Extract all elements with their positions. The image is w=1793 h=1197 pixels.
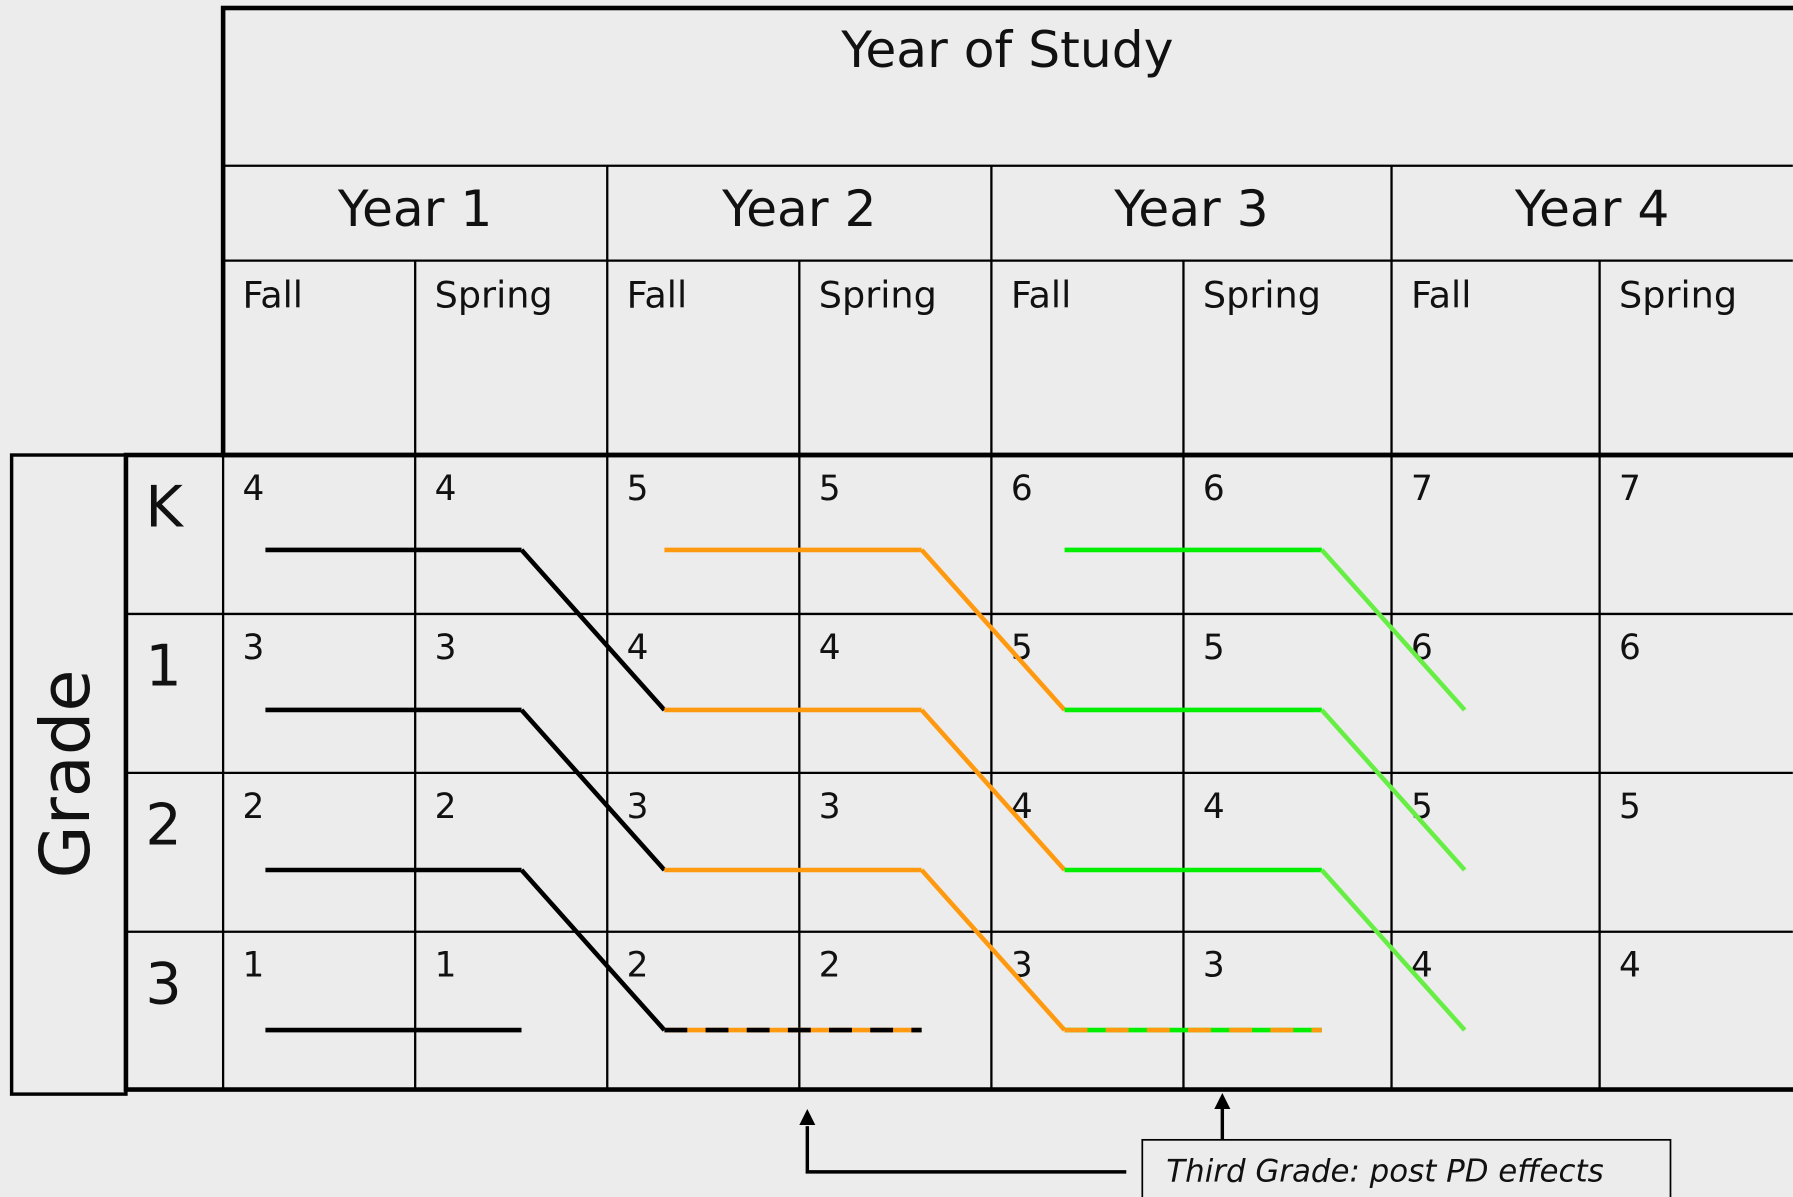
note-box <box>1141 1138 1672 1197</box>
cell-number: 5 <box>627 469 649 509</box>
year-header: Year 1 <box>337 179 492 238</box>
term-header: Spring <box>1619 274 1737 317</box>
cell-number: 4 <box>1619 946 1641 986</box>
term-header: Fall <box>1011 274 1071 317</box>
cell-number: 7 <box>1411 469 1433 509</box>
cell-number: 1 <box>243 946 265 986</box>
grade-label: 1 <box>145 634 181 700</box>
cell-number: 6 <box>1203 469 1225 509</box>
cell-number: 2 <box>435 787 457 827</box>
title: Year of Study <box>840 20 1173 79</box>
grade-label: K <box>145 475 184 541</box>
term-header: Spring <box>435 274 553 317</box>
table-frame <box>9 5 1793 1197</box>
cohort-line <box>919 708 1067 872</box>
cohort-line <box>919 868 1067 1032</box>
cell-number: 3 <box>435 628 457 668</box>
cell-number: 2 <box>243 787 265 827</box>
cell-number: 3 <box>1203 946 1225 986</box>
term-header: Spring <box>1203 274 1321 317</box>
cohort-line <box>519 708 667 872</box>
cell-number: 3 <box>243 628 265 668</box>
year-header: Year 2 <box>721 179 876 238</box>
cell-number: 7 <box>1619 469 1641 509</box>
cohort-line <box>519 868 667 1032</box>
cohort-line <box>519 548 667 712</box>
cell-number: 5 <box>1203 628 1225 668</box>
cohort-line <box>919 548 1067 712</box>
arrow-head <box>1214 1092 1231 1109</box>
cell-number: 4 <box>627 628 649 668</box>
cell-number: 4 <box>1203 787 1225 827</box>
cell-number: 3 <box>819 787 841 827</box>
row-header: Grade <box>26 669 106 878</box>
term-header: Fall <box>243 274 303 317</box>
cell-number: 5 <box>1619 787 1641 827</box>
arrow-head <box>799 1108 816 1125</box>
term-header: Fall <box>1411 274 1471 317</box>
term-header: Fall <box>627 274 687 317</box>
year-header: Year 3 <box>1113 179 1268 238</box>
cell-number: 1 <box>435 946 457 986</box>
cell-number: 4 <box>819 628 841 668</box>
cell-number: 4 <box>243 469 265 509</box>
cohort-line <box>1320 708 1467 872</box>
arrow <box>805 1126 1127 1174</box>
cell-number: 4 <box>435 469 457 509</box>
cell-number: 6 <box>1011 469 1033 509</box>
grade-label: 3 <box>145 951 181 1017</box>
cohort-line <box>1320 548 1467 712</box>
cell-number: 5 <box>819 469 841 509</box>
cell-number: 2 <box>627 946 649 986</box>
note: Third Grade: post PD effects <box>1166 1153 1603 1189</box>
cell-number: 3 <box>627 787 649 827</box>
year-header: Year 4 <box>1514 179 1669 238</box>
cohort-line <box>1320 868 1467 1032</box>
cell-number: 2 <box>819 946 841 986</box>
term-header: Spring <box>819 274 937 317</box>
grade-label: 2 <box>145 792 181 858</box>
cell-number: 6 <box>1619 628 1641 668</box>
